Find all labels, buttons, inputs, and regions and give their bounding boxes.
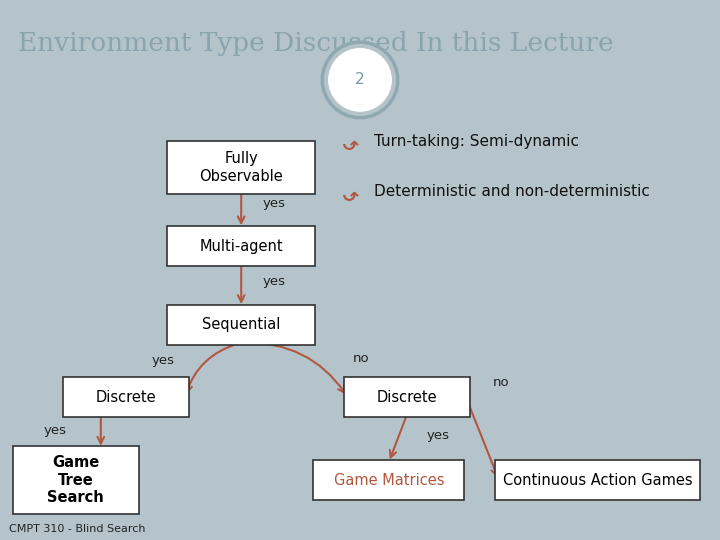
Text: Discrete: Discrete (377, 389, 437, 404)
Text: Sequential: Sequential (202, 318, 280, 332)
Text: Multi-agent: Multi-agent (199, 239, 283, 254)
Text: Game Matrices: Game Matrices (333, 472, 444, 488)
FancyBboxPatch shape (495, 460, 700, 500)
Text: Continuous Action Games: Continuous Action Games (503, 472, 693, 488)
FancyBboxPatch shape (63, 377, 189, 417)
Text: yes: yes (151, 354, 174, 367)
Text: ↶: ↶ (342, 132, 359, 151)
Text: Game
Tree
Search: Game Tree Search (48, 455, 104, 505)
Text: Turn-taking: Semi-dynamic: Turn-taking: Semi-dynamic (374, 134, 580, 148)
Text: CMPT 310 - Blind Search: CMPT 310 - Blind Search (9, 524, 145, 534)
Text: Environment Type Discussed In this Lecture: Environment Type Discussed In this Lectu… (18, 31, 613, 57)
FancyBboxPatch shape (167, 305, 315, 345)
FancyBboxPatch shape (167, 141, 315, 194)
Text: yes: yes (427, 429, 450, 442)
Text: yes: yes (263, 275, 286, 288)
Circle shape (323, 42, 397, 118)
Text: Discrete: Discrete (96, 389, 156, 404)
Text: yes: yes (263, 197, 286, 210)
FancyBboxPatch shape (344, 377, 469, 417)
FancyBboxPatch shape (12, 446, 138, 514)
FancyBboxPatch shape (167, 226, 315, 266)
Text: no: no (493, 376, 510, 389)
Text: 2: 2 (355, 72, 365, 87)
Text: yes: yes (43, 424, 66, 437)
Text: ↶: ↶ (342, 182, 359, 201)
Text: Fully
Observable: Fully Observable (199, 151, 283, 184)
FancyBboxPatch shape (313, 460, 464, 500)
Text: no: no (353, 352, 369, 365)
Circle shape (329, 49, 391, 111)
Text: Deterministic and non-deterministic: Deterministic and non-deterministic (374, 184, 650, 199)
